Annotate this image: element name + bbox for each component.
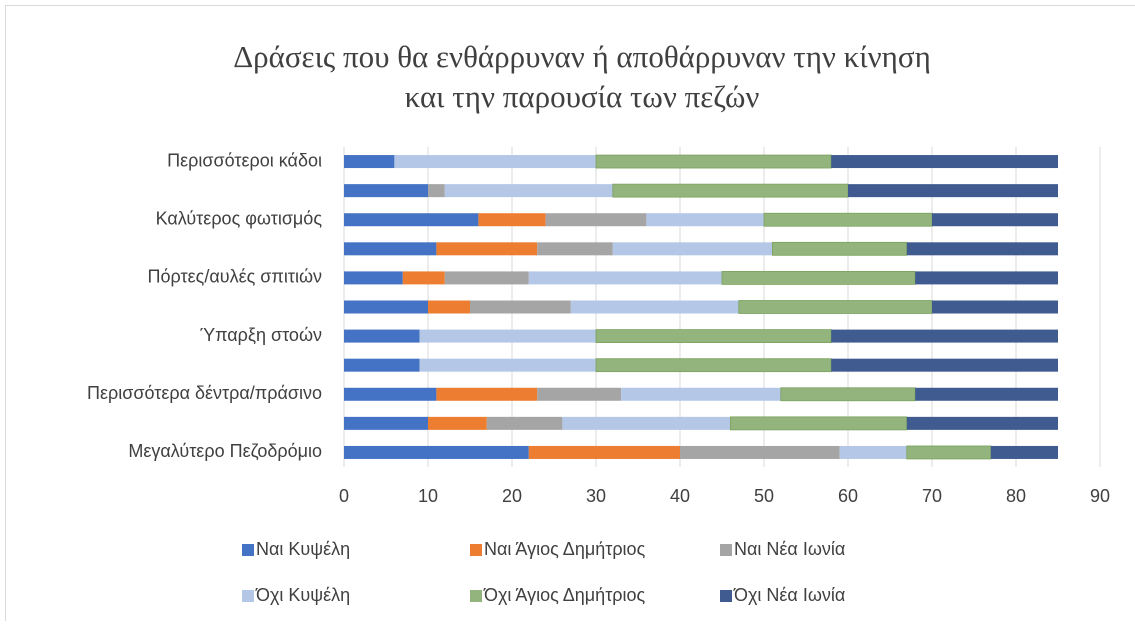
bar-segment xyxy=(932,301,1058,314)
bar-segment xyxy=(403,271,445,284)
x-tick-label: 70 xyxy=(922,486,942,506)
bar-segment xyxy=(436,388,537,401)
bar-segment xyxy=(831,359,1058,372)
bar-segment xyxy=(739,301,932,314)
y-tick-label: Ύπαρξη στοών xyxy=(200,325,322,345)
bar-segment xyxy=(781,388,915,401)
bar-segment xyxy=(420,330,596,343)
chart-title: Δράσεις που θα ενθάρρυναν ή αποθάρρυναν … xyxy=(233,39,931,74)
bar-segment xyxy=(546,213,647,226)
bar-segment xyxy=(831,330,1058,343)
bar-segment xyxy=(420,359,596,372)
bar-segment xyxy=(344,330,420,343)
bar-segment xyxy=(344,213,478,226)
x-tick-label: 40 xyxy=(670,486,690,506)
bar-segment xyxy=(428,301,470,314)
bar-segment xyxy=(487,417,563,430)
bar-segment xyxy=(428,417,487,430)
bar-segment xyxy=(840,446,907,459)
bar-segment xyxy=(436,242,537,255)
bar-segment xyxy=(445,184,613,197)
bar-segment xyxy=(764,213,932,226)
bar-segment xyxy=(907,417,1058,430)
bar-segment xyxy=(831,155,1058,168)
bar-segment xyxy=(478,213,545,226)
bar-segment xyxy=(621,388,781,401)
legend-label: Όχι Άγιος Δημήτριος xyxy=(483,585,646,605)
bar-segment xyxy=(613,242,773,255)
legend-label: Όχι Κυψέλη xyxy=(255,585,350,605)
bar-segment xyxy=(537,242,613,255)
bar-segment xyxy=(907,446,991,459)
x-tick-label: 80 xyxy=(1006,486,1026,506)
bar-segment xyxy=(596,155,831,168)
legend-label: Όχι Νέα Ιωνία xyxy=(733,585,845,605)
bar-segment xyxy=(537,388,621,401)
bar-segment xyxy=(344,359,420,372)
bar-segment xyxy=(932,213,1058,226)
y-tick-label: Μεγαλύτερο Πεζοδρόμιο xyxy=(128,441,322,461)
bar-segment xyxy=(562,417,730,430)
bar-segment xyxy=(680,446,840,459)
bar-segment xyxy=(529,271,722,284)
x-tick-label: 30 xyxy=(586,486,606,506)
bar-segment xyxy=(344,155,394,168)
bar-segment xyxy=(571,301,739,314)
bar-segment xyxy=(907,242,1058,255)
bar-segment xyxy=(613,184,848,197)
legend-swatch xyxy=(720,544,732,556)
bar-segment xyxy=(344,301,428,314)
bar-segment xyxy=(394,155,596,168)
bar-segment xyxy=(344,242,436,255)
legend-swatch xyxy=(470,544,482,556)
bar-segment xyxy=(848,184,1058,197)
y-tick-label: Περισσότερα δέντρα/πράσινο xyxy=(87,383,322,403)
x-tick-label: 90 xyxy=(1090,486,1110,506)
legend-swatch xyxy=(470,590,482,602)
bar-segment xyxy=(596,359,831,372)
x-tick-label: 50 xyxy=(754,486,774,506)
bar-segment xyxy=(915,388,1058,401)
bar-segment xyxy=(344,184,428,197)
bar-segment xyxy=(344,271,403,284)
bar-segment xyxy=(470,301,571,314)
bar-segment xyxy=(991,446,1058,459)
bar-segment xyxy=(344,446,529,459)
y-tick-label: Πόρτες/αυλές σπιτιών xyxy=(148,267,322,287)
bar-segment xyxy=(772,242,906,255)
x-tick-label: 10 xyxy=(418,486,438,506)
bar-segment xyxy=(344,388,436,401)
bar-segment xyxy=(646,213,764,226)
legend-label: Ναι Νέα Ιωνία xyxy=(734,539,845,559)
y-tick-label: Καλύτερος φωτισμός xyxy=(156,208,323,228)
bar-segment xyxy=(915,271,1058,284)
bar-segment xyxy=(344,417,428,430)
legend-swatch xyxy=(720,590,732,602)
bar-segment xyxy=(428,184,445,197)
x-tick-label: 0 xyxy=(339,486,349,506)
x-tick-label: 20 xyxy=(502,486,522,506)
bar-segment xyxy=(722,271,915,284)
legend-swatch xyxy=(242,590,254,602)
x-tick-label: 60 xyxy=(838,486,858,506)
bar-segment xyxy=(730,417,906,430)
legend-label: Ναι Κυψέλη xyxy=(256,539,350,559)
chart-title: και την παρουσία των πεζών xyxy=(405,79,760,114)
bar-segment xyxy=(445,271,529,284)
bar-segment xyxy=(529,446,680,459)
y-tick-label: Περισσότεροι κάδοι xyxy=(167,150,322,170)
legend-swatch xyxy=(242,544,254,556)
legend-label: Ναι Άγιος Δημήτριος xyxy=(484,539,646,559)
bar-segment xyxy=(596,330,831,343)
